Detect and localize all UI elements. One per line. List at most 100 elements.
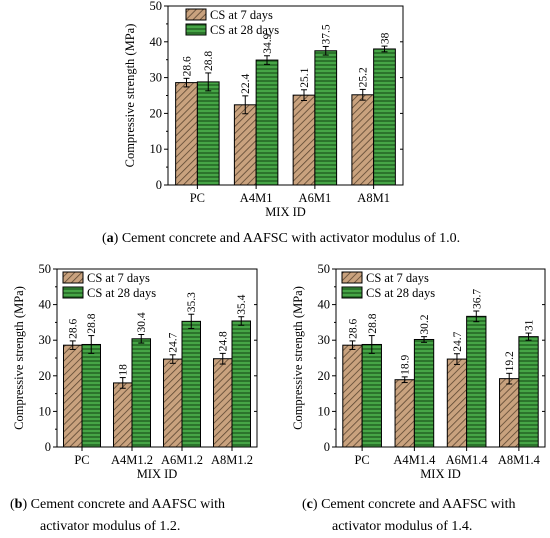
data-label: 24.7 <box>452 331 464 351</box>
y-tick-label: 40 <box>150 35 163 49</box>
bar-7-days <box>63 344 83 448</box>
chart-a: 0 10 20 30 40 50 Compressive strength (MPa) PC 2… <box>123 0 404 219</box>
data-label: 35.3 <box>186 292 198 312</box>
y-tick-label: 50 <box>150 0 163 13</box>
caption-b: (b) Cement concrete and AAFSC with activ… <box>10 497 226 534</box>
data-label: 28.6 <box>182 56 194 76</box>
x-tick-label: A4M1.4 <box>393 453 436 467</box>
y-tick-label: 10 <box>39 404 52 418</box>
data-label: 31 <box>524 319 536 331</box>
data-label: 28.8 <box>203 51 215 71</box>
y-tick-label: 40 <box>318 298 331 312</box>
x-tick-label: PC <box>190 191 205 205</box>
bar-7-days <box>351 94 375 186</box>
caption-c: (c) Cement concrete and AAFSC with activ… <box>302 497 516 534</box>
y-tick-label: 40 <box>39 298 52 312</box>
bar-7-days <box>213 358 233 448</box>
data-label: 30.4 <box>136 312 148 332</box>
bar-7-days <box>446 358 468 448</box>
y-tick-label: 20 <box>39 369 52 383</box>
y-tick-label: 10 <box>318 404 331 418</box>
legend-label: CS at 28 days <box>366 286 435 300</box>
x-axis-label: MIX ID <box>137 467 178 481</box>
x-tick-label: A8M1.4 <box>498 453 541 467</box>
x-tick-label: PC <box>74 453 89 467</box>
bar-28-days <box>231 320 251 448</box>
data-label: 24.8 <box>218 331 230 351</box>
x-tick-label: A6M1 <box>299 191 332 205</box>
y-tick-label: 50 <box>39 262 52 276</box>
y-tick-label: 30 <box>39 333 52 347</box>
bar-7-days <box>233 104 257 186</box>
bar-28-days <box>196 81 220 186</box>
bar-28-days <box>131 338 151 448</box>
x-tick-label: A8M1 <box>357 191 390 205</box>
legend-label: CS at 7 days <box>87 271 150 285</box>
data-label: 36.7 <box>471 289 483 309</box>
legend-label: CS at 7 days <box>366 271 429 285</box>
data-label: 18 <box>118 364 130 376</box>
legend-swatch-28-days <box>62 286 84 299</box>
legend-label: CS at 28 days <box>210 23 279 37</box>
chart-b: 0 10 20 30 40 50 Compressive strength (MPa) PC 2… <box>12 262 258 481</box>
x-axis-label: MIX ID <box>420 467 461 481</box>
data-label: 34.9 <box>262 33 274 53</box>
y-axis-label: Compressive strength (MPa) <box>12 286 26 430</box>
legend-swatch-7-days <box>185 8 207 21</box>
bar-28-days <box>518 336 539 448</box>
data-label: 35.4 <box>236 294 248 314</box>
y-tick-label: 20 <box>318 369 331 383</box>
bar-28-days <box>373 48 396 186</box>
data-label: 24.7 <box>168 332 180 352</box>
data-label: 25.1 <box>299 67 311 87</box>
y-tick-label: 30 <box>150 71 163 85</box>
y-axis-label: Compressive strength (MPa) <box>123 24 137 168</box>
x-axis-label: MIX ID <box>265 205 306 219</box>
bar-7-days <box>292 94 316 186</box>
chart-c: 0 10 20 30 40 50 Compressive strength (MPa) PC 2… <box>291 262 546 481</box>
caption-a: (a) Cement concrete and AAFSC with activ… <box>102 231 461 246</box>
y-tick-label: 0 <box>324 440 330 454</box>
data-label: 19.2 <box>504 351 516 371</box>
bar-7-days <box>113 382 133 448</box>
data-label: 18.9 <box>400 354 412 374</box>
bar-28-days <box>466 315 487 448</box>
bar-28-days <box>181 320 201 448</box>
x-tick-label: A4M1 <box>240 191 273 205</box>
bar-7-days <box>175 82 198 186</box>
legend-swatch-28-days <box>341 286 363 299</box>
x-tick-label: A4M1.2 <box>111 453 153 467</box>
x-tick-label: A6M1.4 <box>446 453 489 467</box>
y-tick-label: 20 <box>150 106 163 120</box>
y-axis-label: Compressive strength (MPa) <box>291 286 305 430</box>
y-tick-label: 0 <box>156 178 162 192</box>
x-tick-label: A6M1.2 <box>161 453 203 467</box>
bar-28-days <box>361 343 382 448</box>
bar-28-days <box>81 343 101 448</box>
x-tick-label: PC <box>354 453 369 467</box>
legend-swatch-28-days <box>185 23 207 36</box>
data-label: 37.5 <box>321 24 333 44</box>
bar-28-days <box>255 59 279 186</box>
data-label: 25.2 <box>358 67 370 87</box>
y-tick-label: 30 <box>318 333 331 347</box>
bar-7-days <box>342 344 363 448</box>
bar-7-days <box>499 378 520 448</box>
legend-swatch-7-days <box>341 271 363 284</box>
bar-28-days <box>314 50 338 186</box>
bar-7-days <box>163 358 183 448</box>
data-label: 28.6 <box>68 319 80 339</box>
legend-label: CS at 7 days <box>210 8 273 22</box>
x-tick-label: A8M1.2 <box>211 453 253 467</box>
data-label: 22.4 <box>240 73 252 93</box>
data-label: 30.2 <box>419 314 431 334</box>
y-tick-label: 50 <box>318 262 331 276</box>
y-tick-label: 10 <box>150 142 163 156</box>
bar-7-days <box>394 379 415 448</box>
data-label: 38 <box>379 32 391 44</box>
legend-swatch-7-days <box>62 271 84 284</box>
bar-28-days <box>413 338 435 448</box>
data-label: 28.6 <box>347 319 359 339</box>
legend-label: CS at 28 days <box>87 286 156 300</box>
